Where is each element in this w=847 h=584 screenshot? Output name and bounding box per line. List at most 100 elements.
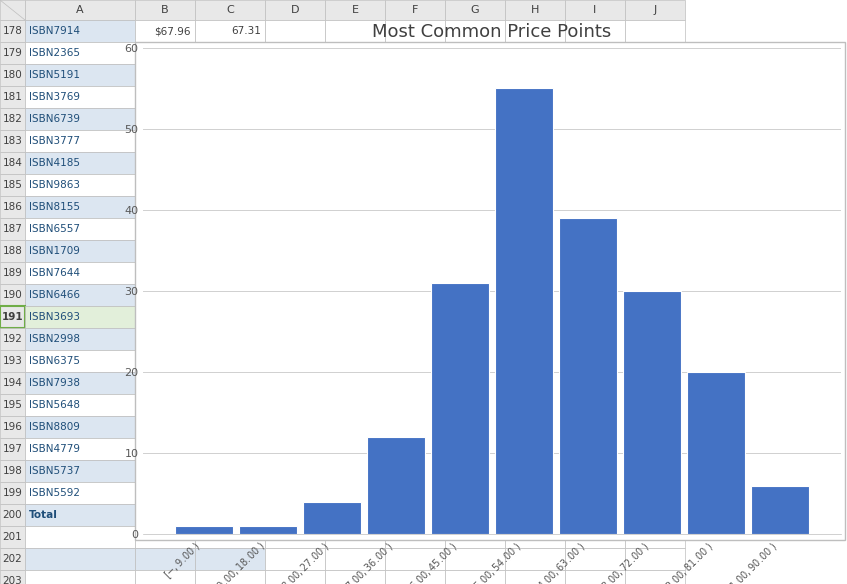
Bar [135, 394, 195, 416]
Bar [195, 20, 265, 42]
Bar [325, 416, 385, 438]
Text: 195: 195 [3, 400, 22, 410]
Bar [565, 218, 625, 240]
Bar [195, 394, 265, 416]
Bar [445, 306, 505, 328]
Bar [565, 130, 625, 152]
Bar [565, 350, 625, 372]
Bar [625, 0, 685, 20]
Bar [0, 130, 25, 152]
Bar [135, 570, 195, 584]
Text: 185: 185 [3, 180, 22, 190]
Bar [565, 372, 625, 394]
Bar [135, 306, 195, 328]
Bar [239, 526, 296, 534]
Text: ISBN2365: ISBN2365 [29, 48, 80, 58]
Bar [195, 42, 265, 64]
Bar [623, 291, 681, 534]
Bar [25, 262, 135, 284]
Bar [303, 502, 361, 534]
Bar [25, 20, 135, 42]
Bar [625, 306, 685, 328]
Bar [385, 20, 445, 42]
Bar [505, 438, 565, 460]
Text: C: C [226, 5, 234, 15]
Bar [565, 64, 625, 86]
Text: ISBN1709: ISBN1709 [29, 246, 80, 256]
Bar [565, 416, 625, 438]
Bar [565, 86, 625, 108]
Text: D: D [291, 5, 299, 15]
Bar [135, 42, 845, 540]
Bar [625, 394, 685, 416]
Bar [625, 64, 685, 86]
Bar [445, 0, 505, 20]
Bar [265, 438, 325, 460]
Bar [135, 174, 195, 196]
Text: ISBN5648: ISBN5648 [29, 400, 80, 410]
Bar [135, 86, 195, 108]
Bar [265, 240, 325, 262]
Bar [195, 416, 265, 438]
Title: Most Common Price Points: Most Common Price Points [373, 23, 612, 41]
Bar [625, 548, 685, 570]
Bar [25, 240, 135, 262]
Bar [325, 218, 385, 240]
Bar [195, 218, 265, 240]
Bar [135, 416, 195, 438]
Bar [385, 42, 445, 64]
Bar [625, 218, 685, 240]
Bar [135, 548, 195, 570]
Bar [0, 526, 25, 548]
Bar [325, 64, 385, 86]
Bar [25, 394, 135, 416]
Bar [625, 416, 685, 438]
Bar [505, 20, 565, 42]
Bar [265, 0, 325, 20]
Text: B: B [161, 5, 169, 15]
Bar [445, 416, 505, 438]
Text: ISBN8809: ISBN8809 [29, 422, 80, 432]
Bar [325, 196, 385, 218]
Bar [25, 526, 135, 548]
Text: 184: 184 [3, 158, 22, 168]
Bar [565, 438, 625, 460]
Bar [265, 482, 325, 504]
Bar [195, 108, 265, 130]
Bar [445, 64, 505, 86]
Bar [505, 394, 565, 416]
Text: Total: Total [29, 510, 58, 520]
Bar [25, 42, 135, 64]
Text: ISBN5592: ISBN5592 [29, 488, 80, 498]
Bar [505, 42, 565, 64]
Bar [445, 130, 505, 152]
Bar [625, 284, 685, 306]
Text: ISBN6557: ISBN6557 [29, 224, 80, 234]
Bar [625, 372, 685, 394]
Bar [505, 130, 565, 152]
Text: ISBN7644: ISBN7644 [29, 268, 80, 278]
Text: ISBN3693: ISBN3693 [29, 312, 80, 322]
Bar [625, 570, 685, 584]
Bar [445, 152, 505, 174]
Bar [565, 240, 625, 262]
Bar [195, 350, 265, 372]
Bar [565, 42, 625, 64]
Bar [625, 350, 685, 372]
Bar [265, 130, 325, 152]
Bar [445, 262, 505, 284]
Text: ISBN5737: ISBN5737 [29, 466, 80, 476]
Bar [565, 548, 625, 570]
Bar [325, 394, 385, 416]
Bar [135, 218, 195, 240]
Bar [368, 437, 425, 534]
Bar [505, 240, 565, 262]
Text: 182: 182 [3, 114, 22, 124]
Bar [505, 64, 565, 86]
Bar [505, 482, 565, 504]
Bar [385, 108, 445, 130]
Bar [25, 570, 135, 584]
Bar [505, 262, 565, 284]
Text: ISBN3777: ISBN3777 [29, 136, 80, 146]
Bar [135, 42, 195, 64]
